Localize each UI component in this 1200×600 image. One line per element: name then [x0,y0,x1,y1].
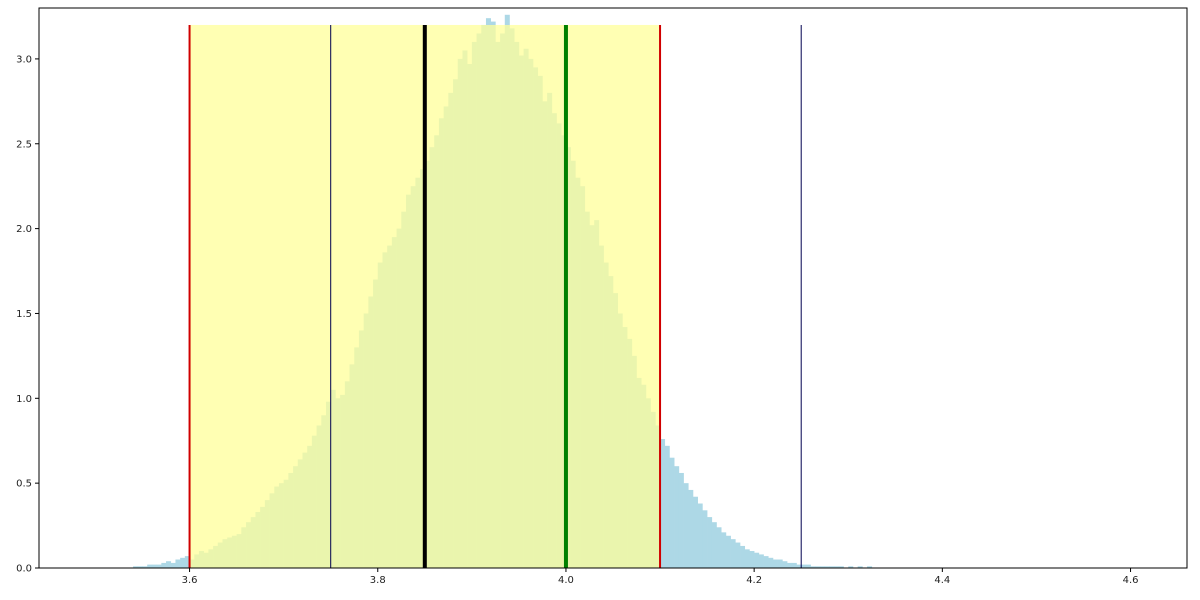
histogram-bar [735,542,741,568]
y-tick-label: 0.5 [16,479,32,490]
histogram-bar [749,551,755,568]
histogram-bar [166,561,172,568]
histogram-bar [820,566,826,568]
histogram-bar [768,557,774,568]
histogram-bar [683,483,689,568]
histogram-bar [805,564,811,568]
histogram-bar [801,564,807,568]
x-tick-label: 3.6 [182,575,198,586]
histogram-bar [796,564,802,568]
x-axis: 3.6 3.8 4.0 4.2 4.4 4.6 [182,568,1139,586]
histogram-bar [829,566,835,568]
histogram-bar [660,439,666,568]
histogram-bar [688,489,694,568]
histogram-bar [702,510,708,568]
histogram-bar [692,496,698,568]
histogram-bar [151,564,157,568]
histogram-bar [838,566,844,568]
histogram-bar [175,559,181,568]
x-tick-label: 4.0 [558,575,574,586]
histogram-bar [763,556,769,568]
histogram-bar [772,559,778,568]
y-tick-label: 0.0 [16,564,32,575]
histogram-bar [815,566,821,568]
histogram-bar [156,564,162,568]
histogram-bar [758,554,764,568]
histogram-bar [697,503,703,568]
histogram-bar [137,566,143,568]
vertical-lines-layer [188,24,802,568]
histogram-bar [782,561,788,568]
histogram-bar [744,549,750,568]
histogram-bar [664,445,670,568]
histogram-bar [834,566,840,568]
y-tick-label: 2.0 [16,224,32,235]
histogram-bar [787,562,793,568]
plot-frame [38,7,1188,569]
histogram-bar [170,562,176,568]
histogram-bar [824,566,830,568]
histogram-bar [147,564,153,568]
y-tick-label: 2.5 [16,139,32,150]
histogram-bar [184,556,190,568]
y-tick-label: 1.0 [16,394,32,405]
histogram-bar [161,562,167,568]
histogram-bar [740,545,746,568]
x-tick-label: 4.2 [746,575,762,586]
histogram-bar [857,566,863,568]
histogram-bar [142,566,148,568]
histogram-bar [848,566,854,568]
histogram-bar [754,552,760,568]
histogram-bar [180,557,186,568]
histogram-bar [707,517,713,568]
histogram-bar [678,472,684,568]
histogram-bar [711,522,717,568]
histogram-bar [730,539,736,568]
histogram-bar [725,535,731,568]
histogram-bar [810,566,816,568]
x-tick-label: 4.6 [1123,575,1139,586]
histogram-bar [791,562,797,568]
histogram-bar [674,466,680,568]
x-tick-label: 4.4 [934,575,950,586]
histogram-bar [133,566,139,568]
histogram-bar [721,532,727,568]
x-tick-label: 3.8 [370,575,386,586]
y-axis: 0.0 0.5 1.0 1.5 2.0 2.5 3.0 [16,54,39,575]
histogram-bar [716,527,722,568]
histogram-bar [777,559,783,568]
y-tick-label: 1.5 [16,309,32,320]
histogram-bar [867,566,873,568]
y-tick-label: 3.0 [16,54,32,65]
histogram-bar [669,457,675,568]
